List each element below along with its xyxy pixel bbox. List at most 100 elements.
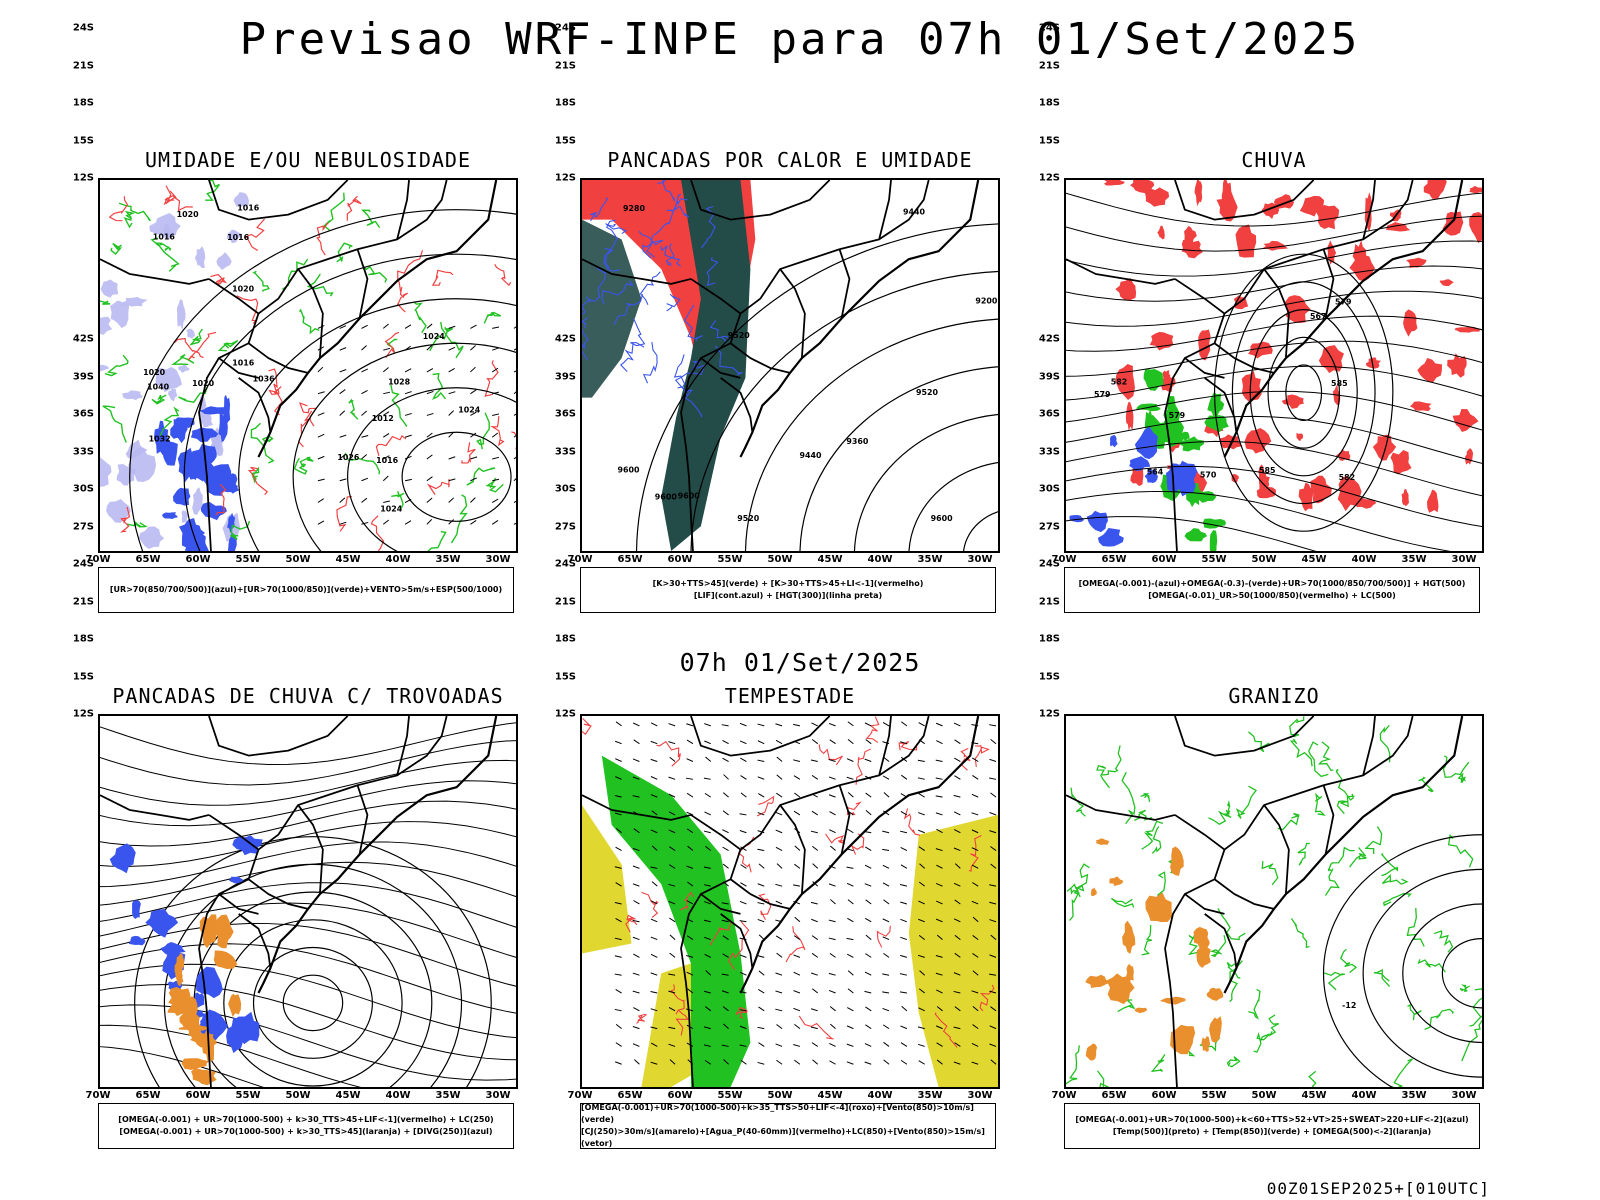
panel-title: PANCADAS POR CALOR E UMIDADE bbox=[607, 148, 973, 172]
precipitable-water-contours-line bbox=[670, 984, 685, 1011]
wind-vector bbox=[448, 497, 455, 503]
precipitable-water-contours-line bbox=[785, 926, 806, 963]
rain-area-patch bbox=[1194, 180, 1203, 207]
rain-area-patch bbox=[1469, 185, 1482, 194]
wind-vector bbox=[918, 1060, 925, 1065]
lon-tick-label: 40W bbox=[1351, 554, 1377, 565]
wind-vector bbox=[704, 936, 711, 941]
wind-vector bbox=[829, 739, 836, 745]
wind-vector bbox=[513, 456, 516, 460]
mid-humidity-area-patch bbox=[106, 499, 131, 523]
wind-vector bbox=[339, 389, 346, 395]
wind-vector bbox=[614, 973, 622, 976]
wind-vector bbox=[864, 1061, 872, 1065]
wind-vector bbox=[883, 1041, 890, 1047]
state-boundary bbox=[1362, 716, 1376, 776]
mid-humidity-area-patch bbox=[194, 246, 206, 269]
wind-vector bbox=[865, 846, 872, 851]
wind-vector bbox=[757, 723, 765, 727]
precipitable-water-contours-line bbox=[818, 744, 843, 766]
contour-label: 564 bbox=[1147, 468, 1164, 477]
state-boundary bbox=[208, 180, 349, 221]
lon-tick-label: 55W bbox=[717, 554, 743, 565]
wind-vector bbox=[953, 972, 961, 976]
contour-label: 1032 bbox=[149, 435, 171, 444]
wind-vector bbox=[865, 792, 872, 798]
omega-500-area-patch bbox=[1196, 943, 1211, 968]
wind-vector bbox=[794, 863, 801, 869]
wind-vector bbox=[669, 934, 676, 940]
wind-vector bbox=[953, 990, 961, 994]
rain-area-patch bbox=[1442, 211, 1464, 236]
mid-humidity-area-patch bbox=[192, 487, 203, 515]
thickness-contours-line bbox=[431, 269, 454, 286]
thickness-contours-line bbox=[173, 337, 204, 359]
wind-vector bbox=[900, 1025, 908, 1030]
wind-vector bbox=[990, 934, 997, 940]
state-boundary bbox=[198, 814, 260, 1087]
thickness-contours-line bbox=[210, 273, 228, 287]
contour-label: 9600 bbox=[655, 493, 678, 502]
wind-vector bbox=[686, 1008, 694, 1012]
lifted-index-contours-line bbox=[601, 280, 635, 305]
rain-area-patch bbox=[1144, 187, 1170, 207]
lifted-index-contours-line bbox=[613, 294, 644, 326]
wind-vector bbox=[883, 899, 890, 905]
lon-tick-label: 65W bbox=[617, 1090, 643, 1101]
lifted-index-contours-line bbox=[706, 257, 719, 286]
lifted-index-contours-line bbox=[589, 267, 607, 303]
wind-vector bbox=[972, 916, 979, 923]
thunderstorm-area-patch bbox=[214, 914, 234, 949]
lon-tick-label: 30W bbox=[1451, 554, 1477, 565]
wind-vector bbox=[513, 413, 516, 416]
temp-850-contours-line bbox=[1407, 1003, 1422, 1021]
legend-line: [OMEGA(-0.001)-(azul)+OMEGA(-0.3)-(verde… bbox=[1078, 579, 1466, 588]
wind-vector bbox=[900, 973, 907, 976]
omega-area bbox=[1069, 426, 1198, 547]
thunderstorm-area-patch bbox=[174, 953, 185, 979]
wind-vector bbox=[615, 776, 622, 780]
wind-vector bbox=[919, 863, 926, 869]
wind-vector bbox=[917, 759, 925, 762]
wind-vector bbox=[404, 520, 412, 525]
wind-vector bbox=[989, 990, 997, 994]
wind-vector bbox=[668, 793, 676, 798]
state-boundary bbox=[1174, 716, 1315, 757]
wind-vector bbox=[650, 991, 658, 994]
temp-850-contours-line bbox=[1380, 853, 1399, 877]
wind-vector bbox=[723, 1023, 729, 1029]
lat-tick-label: 15S bbox=[72, 135, 94, 146]
mid-humidity-area-patch bbox=[122, 297, 148, 307]
wind-vector bbox=[936, 934, 943, 940]
wind-vector bbox=[775, 811, 783, 816]
wind-vector bbox=[864, 990, 872, 994]
legend-box: [K>30+TTS>45](verde) + [K>30+TTS>45+LI<-… bbox=[580, 567, 996, 613]
wind-vector bbox=[317, 478, 325, 482]
wind-vector bbox=[918, 900, 925, 905]
wind-vector bbox=[846, 1061, 854, 1065]
wind-vector bbox=[847, 1007, 854, 1012]
wind-vector bbox=[829, 1006, 836, 1012]
wind-vector bbox=[918, 812, 925, 816]
state-boundary bbox=[1174, 180, 1315, 221]
wind-vector bbox=[722, 757, 729, 762]
wind-vector bbox=[972, 882, 979, 887]
panel-title: GRANIZO bbox=[1228, 684, 1320, 708]
precipitable-water-contours-line bbox=[847, 833, 865, 855]
rain-area-patch bbox=[1284, 295, 1311, 323]
wind-vector bbox=[470, 411, 477, 416]
wind-vector bbox=[846, 866, 854, 869]
country-boundaries bbox=[582, 716, 980, 1087]
state-boundary bbox=[1362, 180, 1376, 240]
precipitable-water-contours-line bbox=[582, 717, 592, 736]
lat-tick-label: 15S bbox=[72, 671, 94, 682]
wind-vector bbox=[739, 920, 747, 923]
rain-area-patch bbox=[1454, 326, 1480, 333]
wind-vector bbox=[828, 937, 836, 941]
upper-humidity-area-patch bbox=[190, 427, 219, 443]
divergence-area-patch bbox=[232, 835, 263, 856]
wind-vector bbox=[361, 410, 368, 416]
temp-500-contours-isoline bbox=[1402, 903, 1482, 1044]
wind-vector bbox=[339, 478, 347, 482]
wind-vector bbox=[722, 810, 729, 816]
